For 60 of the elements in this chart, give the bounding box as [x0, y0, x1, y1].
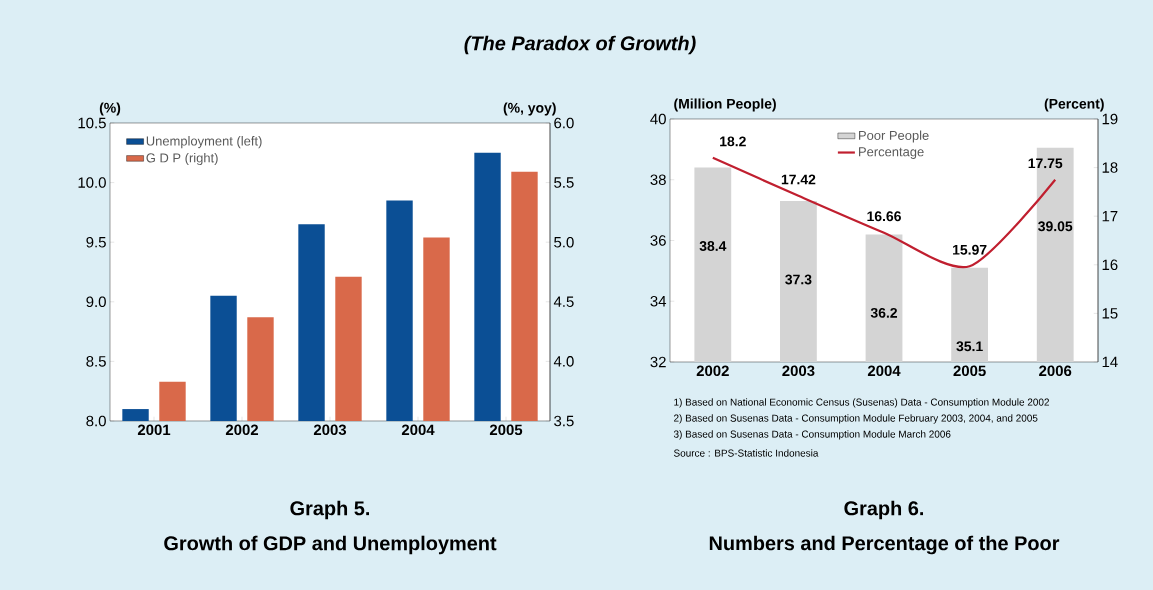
x-tick-label: 2006 [1039, 365, 1072, 377]
data-label: 36.2 [870, 307, 898, 318]
legend-label: Unemployment (left) [146, 136, 262, 149]
text: Growth of GDP and Unemployment [164, 535, 497, 555]
x-tick-label: 2002 [696, 365, 729, 377]
y2-tick-label: 5.0 [554, 236, 574, 248]
text: 1) Based on National Economic Census (Susenas) Data - Consumption Module 2002 [674, 398, 1049, 408]
y2-tick-label: 16 [1102, 259, 1118, 271]
y2-tick-label: 17 [1102, 211, 1118, 222]
text: Graph 5. [290, 500, 370, 520]
y2-axis-title: (Percent) [1044, 98, 1104, 112]
y2-tick-label: 15 [1102, 308, 1118, 319]
data-label: 39.05 [1038, 221, 1073, 232]
y2-tick-label: 4.5 [553, 296, 574, 307]
data-label: 17.42 [781, 174, 816, 185]
x-tick-label: 2004 [401, 424, 435, 436]
y-tick-label: 10.0 [78, 177, 106, 188]
data-label: 16.66 [867, 211, 901, 222]
data-label: 35.1 [956, 341, 983, 352]
y-tick-label: 32 [650, 356, 666, 368]
x-tick-label: 2003 [782, 365, 815, 377]
text: 2) Based on Susenas Data - Consumption Module February 2003, 2004, and 2005 [674, 414, 1038, 424]
y-axis-title: (%) [99, 102, 121, 116]
legend-label: Poor People [859, 130, 929, 143]
y-tick-label: 40 [650, 113, 666, 125]
text: Numbers and Percentage of the Poor [709, 535, 1060, 555]
data-label: 38.4 [699, 241, 727, 251]
y2-tick-label: 3.5 [554, 415, 574, 427]
y2-tick-label: 6.0 [554, 117, 574, 129]
data-label: 18.2 [720, 136, 746, 147]
y-tick-label: 8.0 [86, 415, 106, 427]
source-note: Source : BPS-Statistic Indonesia [673, 449, 819, 457]
y2-axis-title: (%, yoy) [503, 102, 556, 116]
y2-tick-label: 14 [1102, 356, 1118, 368]
y-tick-label: 9.0 [86, 296, 106, 308]
text: 3) Based on Susenas Data - Consumption Module March 2006 [673, 430, 951, 440]
x-tick-label: 2005 [953, 365, 986, 377]
data-label: 17.75 [1028, 158, 1063, 169]
y2-tick-label: 5.5 [554, 177, 574, 188]
y-tick-label: 8.5 [86, 356, 106, 367]
y2-tick-label: 4.0 [553, 356, 574, 367]
y2-tick-label: 19 [1102, 113, 1118, 125]
y-tick-label: 10.5 [78, 117, 106, 129]
x-tick-label: 2005 [489, 424, 523, 436]
x-tick-label: 2004 [867, 365, 901, 377]
y-tick-label: 9.5 [86, 236, 106, 248]
text: Graph 6. [844, 500, 924, 520]
text: (The Paradox of Growth) [464, 35, 696, 55]
x-tick-label: 2001 [137, 424, 171, 436]
y-tick-label: 38 [650, 174, 666, 186]
legend-label: Percentage [859, 147, 924, 159]
y-axis-title: (Million People) [674, 98, 776, 112]
data-label: 37.3 [785, 274, 812, 285]
y2-tick-label: 18 [1102, 162, 1118, 173]
y-tick-label: 36 [650, 235, 666, 246]
y-tick-label: 34 [650, 295, 667, 307]
x-tick-label: 2002 [225, 424, 259, 436]
x-tick-label: 2003 [313, 424, 347, 436]
legend-label: G D P (right) [146, 152, 218, 166]
data-label: 15.97 [953, 244, 987, 255]
